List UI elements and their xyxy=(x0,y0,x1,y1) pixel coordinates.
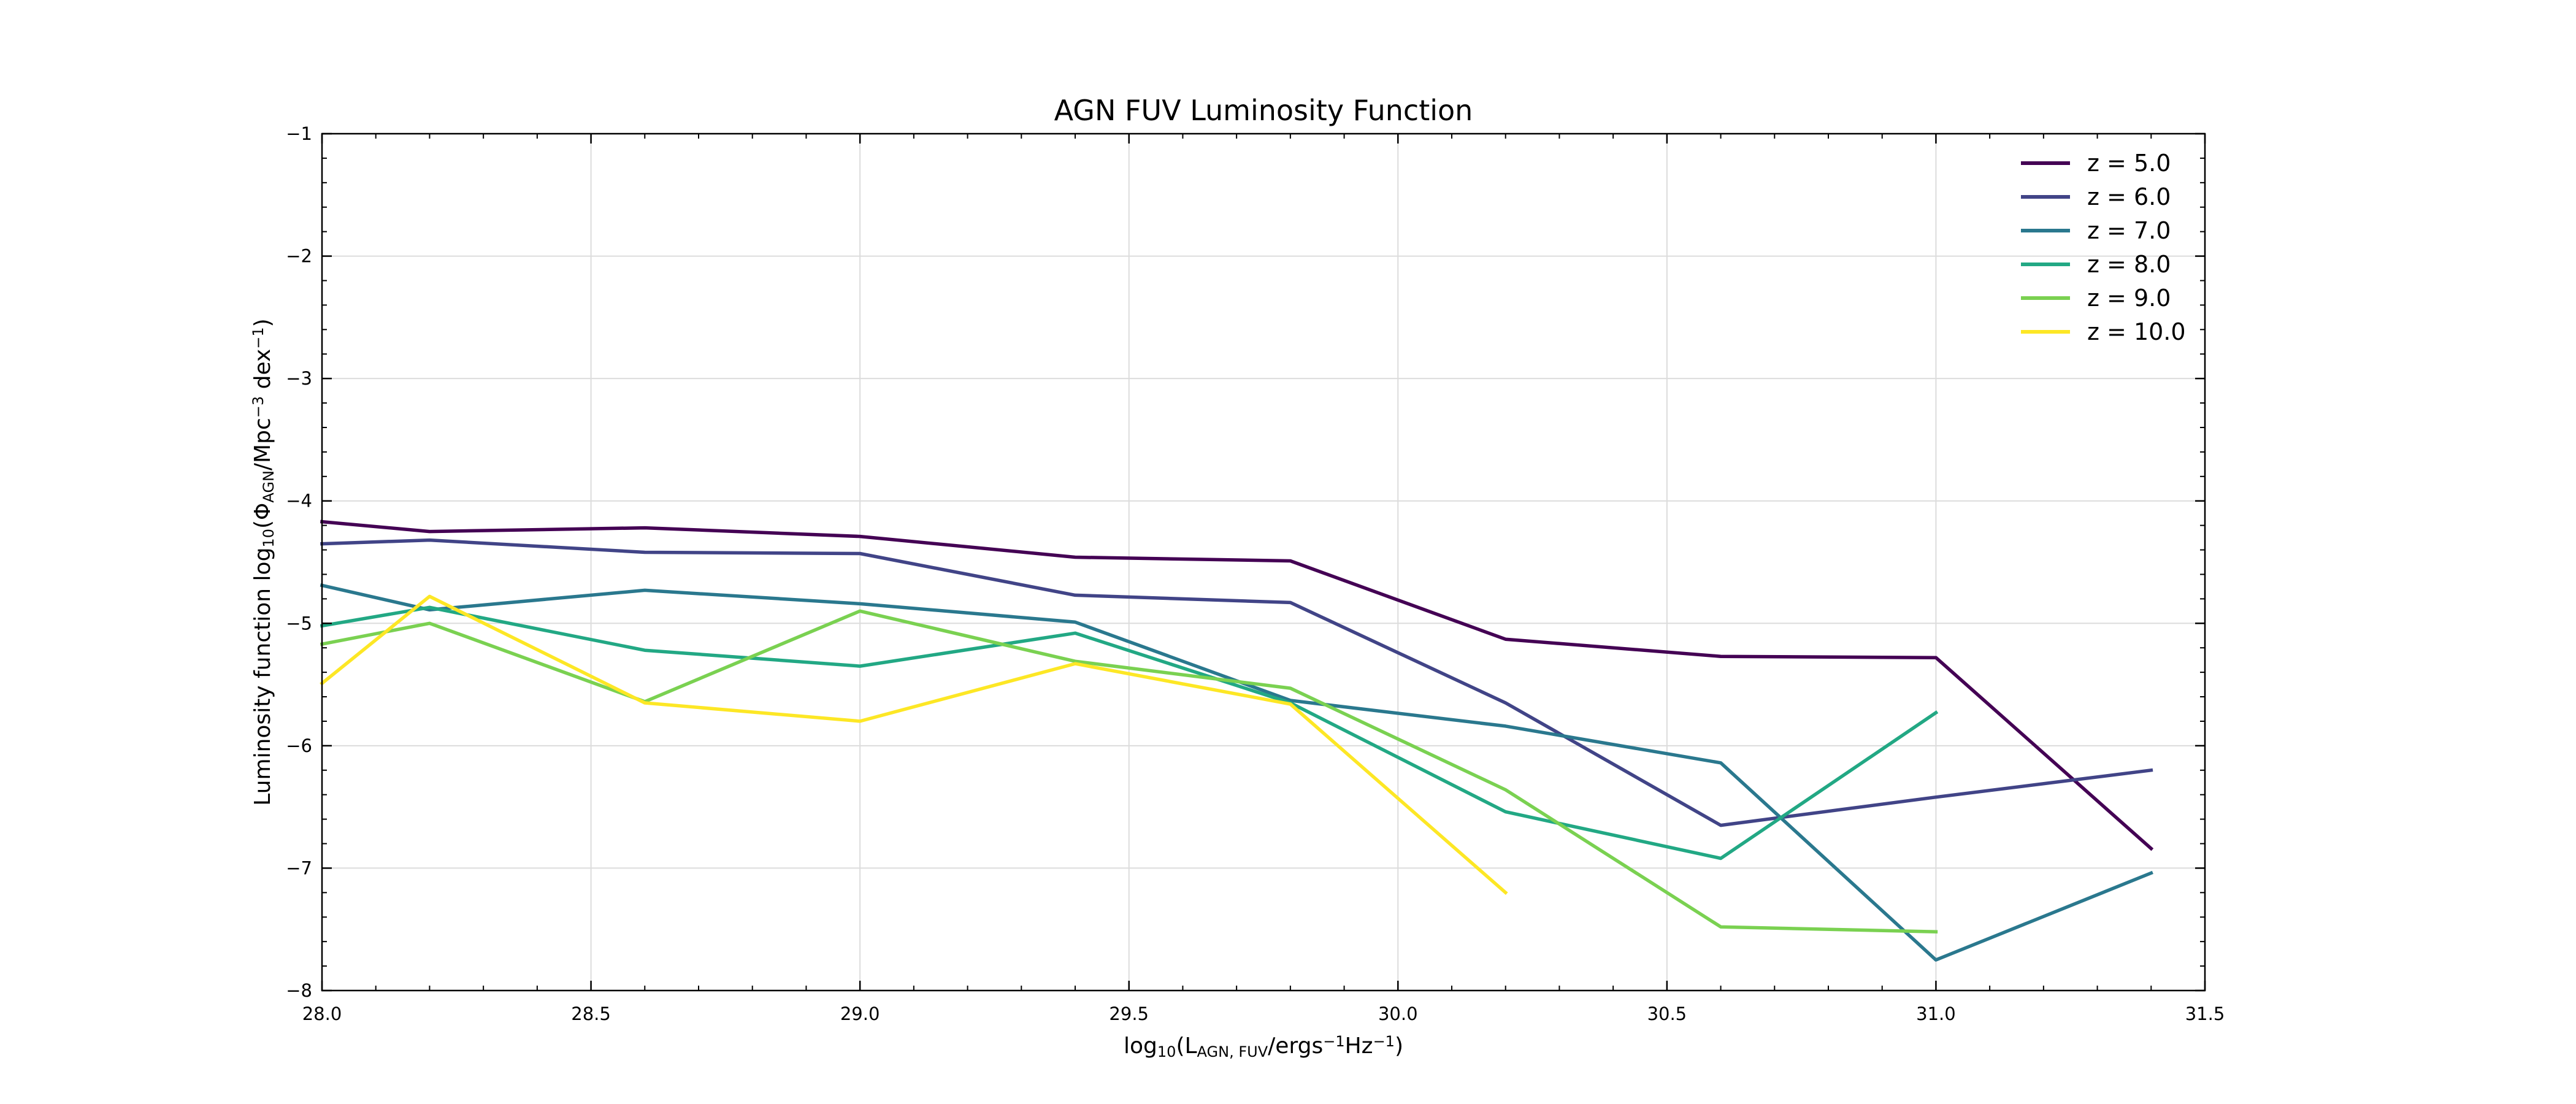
x-tick-label: 31.5 xyxy=(2185,1003,2225,1024)
y-tick-label: −2 xyxy=(286,246,312,267)
y-tick-label: −7 xyxy=(286,857,312,878)
x-tick-label: 29.0 xyxy=(840,1003,880,1024)
x-tick-label: 28.5 xyxy=(571,1003,611,1024)
y-label-sub2: AGN xyxy=(260,470,277,503)
plot-frame xyxy=(321,132,2206,992)
series-lines xyxy=(320,519,2154,962)
y-tick-label: −5 xyxy=(286,613,312,634)
y-label-sup2: −1 xyxy=(250,327,267,348)
legend-label: z = 10.0 xyxy=(2087,318,2186,345)
y-axis-label: Luminosity function log10(ΦAGN/Mpc−3 dex… xyxy=(250,318,277,805)
x-tick-label: 28.0 xyxy=(302,1003,342,1024)
x-label-sup1: −1 xyxy=(1323,1033,1344,1050)
chart-title: AGN FUV Luminosity Function xyxy=(1054,94,1473,127)
series-line xyxy=(320,538,2153,827)
grid xyxy=(322,134,2205,991)
legend-label: z = 9.0 xyxy=(2087,285,2171,312)
series-line xyxy=(320,605,1939,861)
x-tick-label: 30.5 xyxy=(1647,1003,1687,1024)
y-tick-label: −6 xyxy=(286,735,312,756)
y-label-sub1: 10 xyxy=(260,529,277,548)
x-label-sub2: AGN, FUV xyxy=(1197,1043,1268,1060)
y-tick-label: −1 xyxy=(286,123,312,144)
x-label-close: ) xyxy=(1395,1033,1403,1059)
legend: z = 5.0 z = 6.0 z = 7.0 z = 8.0 z = 9.0 z = 1… xyxy=(2021,150,2186,345)
axis-ticks: 28.0 28.5 29.0 29.5 30.0 30.5 31.0 31.5 −8 −7 −6 −5… xyxy=(286,123,2225,1024)
y-label-open: (Φ xyxy=(250,503,275,529)
legend-label: z = 6.0 xyxy=(2087,183,2171,210)
x-label-open: (L xyxy=(1176,1033,1197,1059)
y-label-prefix: Luminosity function log xyxy=(250,548,275,806)
x-label-prefix: log xyxy=(1124,1033,1157,1059)
y-label-sup1: −3 xyxy=(250,396,267,418)
legend-label: z = 5.0 xyxy=(2087,150,2171,177)
y-label-mid: /Mpc xyxy=(250,418,275,470)
y-tick-label: −4 xyxy=(286,491,312,512)
y-tick-label: −3 xyxy=(286,368,312,389)
x-label-mid: /ergs xyxy=(1268,1033,1323,1059)
legend-label: z = 7.0 xyxy=(2087,217,2171,244)
x-tick-label: 29.5 xyxy=(1109,1003,1149,1024)
x-label-sup2: −1 xyxy=(1373,1033,1395,1050)
y-tick-label: −8 xyxy=(286,980,312,1001)
x-axis-label: log10(LAGN, FUV/ergs−1Hz−1) xyxy=(1124,1033,1403,1060)
x-label-sub1: 10 xyxy=(1157,1043,1176,1060)
y-label-close: ) xyxy=(250,318,275,327)
y-label-mid2: dex xyxy=(250,349,275,396)
legend-label: z = 8.0 xyxy=(2087,251,2171,278)
x-label-mid2: Hz xyxy=(1345,1033,1373,1059)
series-line xyxy=(320,519,2154,851)
series-line xyxy=(320,594,1508,895)
series-line xyxy=(320,583,2153,962)
x-tick-label: 30.0 xyxy=(1378,1003,1418,1024)
series-line xyxy=(320,609,1938,934)
x-tick-label: 31.0 xyxy=(1916,1003,1956,1024)
